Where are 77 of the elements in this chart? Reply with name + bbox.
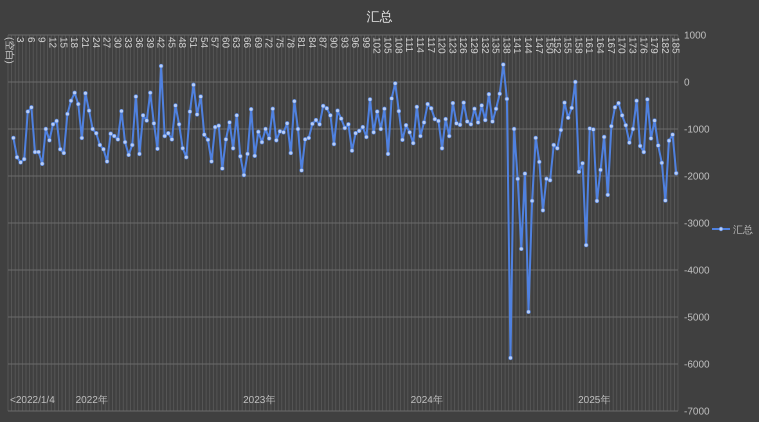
x-tick-label: 78	[284, 37, 296, 49]
x-tick-label: 117	[424, 37, 436, 54]
x-tick-label: 69	[252, 37, 263, 49]
x-tick-label: 21	[78, 37, 90, 49]
x-tick-label: 63	[230, 37, 242, 49]
x-tick-label: 30	[111, 37, 122, 49]
y-tick-label: -1000	[684, 124, 710, 136]
x-tick-label: 102	[370, 37, 382, 54]
x-tick-label: 24	[90, 37, 101, 49]
x-tick-label: 54	[198, 37, 209, 49]
x-tick-label: 39	[144, 37, 155, 49]
x-tick-label: 185	[670, 37, 681, 54]
y-tick-label: -3000	[684, 218, 710, 230]
x-tick-label: 75	[273, 37, 284, 49]
x-tick-label: 105	[382, 37, 393, 54]
x-tick-label: 90	[327, 37, 338, 49]
y-tick-label: -4000	[684, 266, 710, 276]
x-tick-label: 96	[349, 37, 360, 49]
x-tick-label: 3	[14, 37, 26, 43]
annotation: 2024年	[410, 394, 443, 406]
x-tick-label: 84	[306, 37, 317, 49]
annotation: <2022/1/4	[10, 395, 56, 406]
x-tick-label: (空白)	[3, 37, 16, 64]
x-tick-label: 167	[604, 37, 616, 54]
x-tick-label: 158	[572, 37, 584, 54]
y-tick-label: -5000	[684, 312, 710, 324]
x-tick-label: 6	[24, 37, 36, 43]
x-tick-label: 9	[36, 37, 47, 43]
x-tick-label: 42	[154, 37, 166, 49]
x-tick-label: 48	[176, 37, 188, 49]
x-tick-label: 123	[446, 37, 458, 54]
x-tick-label: 120	[436, 37, 447, 54]
annotation: 2023年	[243, 394, 276, 406]
x-tick-label: 182	[658, 37, 670, 54]
x-tick-label: 126	[457, 37, 468, 54]
x-tick-label: 27	[100, 37, 112, 49]
legend-label: 汇总	[733, 224, 753, 236]
x-tick-label: 132	[478, 37, 490, 54]
chart-title: 汇总	[366, 9, 392, 24]
annotation: 2022年	[76, 394, 108, 406]
x-tick-label: 45	[165, 37, 176, 49]
x-tick-label: 57	[208, 37, 220, 49]
y-tick-label: -6000	[684, 360, 710, 370]
x-tick-label: 135	[490, 37, 501, 54]
x-tick-label: 170	[616, 37, 627, 54]
x-tick-label: 138	[500, 37, 512, 54]
x-tick-label: 141	[511, 37, 522, 54]
x-tick-label: 15	[57, 37, 68, 49]
x-tick-label: 155	[562, 37, 573, 54]
x-tick-label: 179	[648, 37, 660, 54]
x-tick-label: 111	[403, 37, 414, 53]
x-tick-label: 129	[468, 37, 479, 54]
x-tick-label: 60	[219, 37, 230, 49]
x-tick-label: 18	[68, 37, 80, 49]
x-tick-label: 36	[132, 37, 144, 49]
annotation: 2025年	[578, 394, 610, 406]
x-tick-label: 87	[316, 37, 328, 49]
x-tick-label: 161	[583, 37, 594, 54]
y-tick-label: 1000	[684, 30, 707, 42]
x-tick-label: 164	[594, 37, 606, 54]
x-tick-label: 81	[295, 37, 306, 49]
x-tick-label: 33	[122, 37, 134, 49]
y-tick-label: 0	[684, 78, 690, 88]
y-tick-label: -7000	[684, 406, 710, 418]
x-tick-label: 144	[522, 37, 534, 54]
x-tick-label: 93	[338, 37, 350, 49]
x-tick-label: 51	[187, 37, 198, 49]
x-tick-label: 12	[46, 37, 58, 49]
x-tick-label: 66	[241, 37, 252, 49]
x-tick-label: 176	[637, 37, 648, 54]
x-tick-label: 147	[532, 37, 544, 54]
x-tick-label: 99	[360, 37, 371, 49]
x-tick-label: 114	[414, 37, 425, 54]
x-tick-label: 173	[626, 37, 638, 54]
x-tick-label: 72	[262, 37, 274, 49]
y-tick-label: -2000	[684, 172, 710, 182]
x-tick-label: 108	[392, 37, 404, 54]
